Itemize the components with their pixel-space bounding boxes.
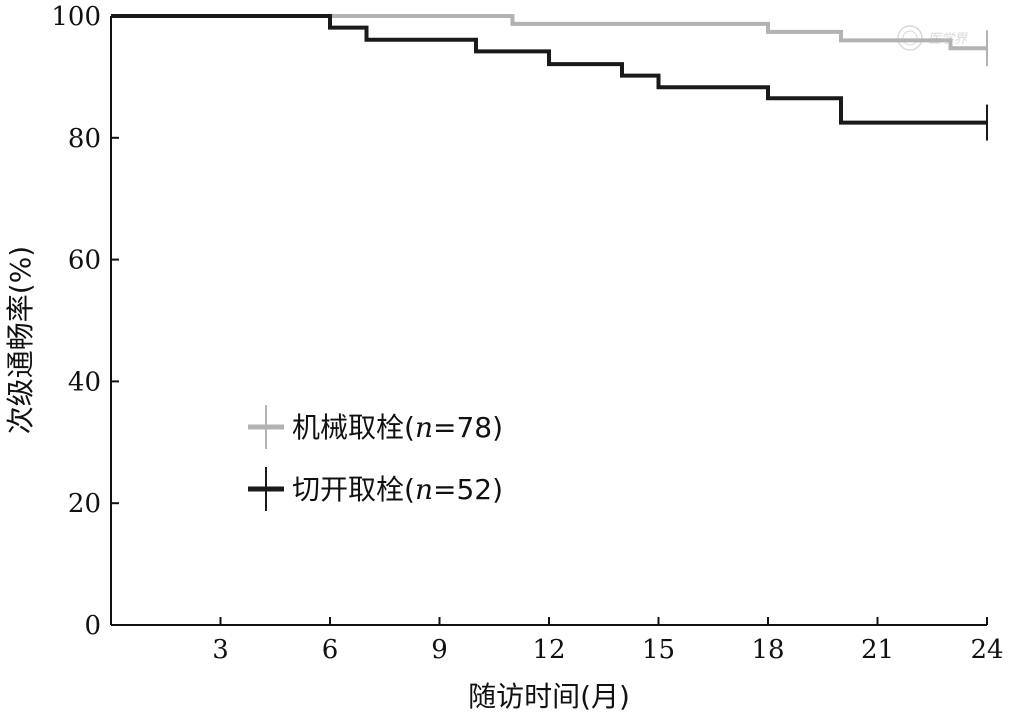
- series-line-1: [111, 14, 987, 51]
- legend-n-value: =78): [433, 411, 503, 444]
- y-tick-label: 60: [68, 246, 101, 276]
- y-axis-title: 次级通畅率(%): [4, 246, 37, 434]
- legend-item-2: 切开取栓(n=52): [248, 467, 503, 511]
- legend: 机械取栓(n=78) 切开取栓(n=52): [248, 405, 503, 511]
- legend-item-1: 机械取栓(n=78): [248, 405, 503, 449]
- legend-n-value: =52): [433, 473, 503, 506]
- series-line-2: [111, 14, 987, 125]
- x-tick-label: 21: [861, 635, 894, 665]
- legend-label: 切开取栓(n=52): [292, 473, 503, 506]
- y-tick-label: 40: [68, 367, 101, 397]
- y-tick-label: 20: [68, 489, 101, 519]
- x-tick-label: 6: [322, 635, 339, 665]
- x-tick-label: 15: [642, 635, 675, 665]
- x-tick-label: 12: [532, 635, 565, 665]
- legend-n-symbol: n: [415, 411, 433, 444]
- x-tick-label: 18: [751, 635, 784, 665]
- x-axis-title: 随访时间(月): [468, 680, 630, 713]
- y-tick-label: 100: [51, 2, 101, 32]
- x-tick-label: 24: [970, 635, 1003, 665]
- x-tick-label: 9: [431, 635, 448, 665]
- legend-n-symbol: n: [415, 473, 433, 506]
- legend-label: 机械取栓(n=78): [292, 411, 503, 444]
- y-tick-label: 80: [68, 124, 101, 154]
- x-tick-label: 3: [212, 635, 229, 665]
- axes: 0 20 40 60 80 100 3 6 9 12 15 18 21 24: [51, 2, 1003, 665]
- seal-logo-icon: [897, 25, 923, 51]
- legend-series-name: 机械取栓(: [292, 411, 415, 444]
- legend-series-name: 切开取栓(: [292, 473, 415, 506]
- series-layer: [111, 14, 988, 141]
- y-tick-label: 0: [84, 611, 101, 641]
